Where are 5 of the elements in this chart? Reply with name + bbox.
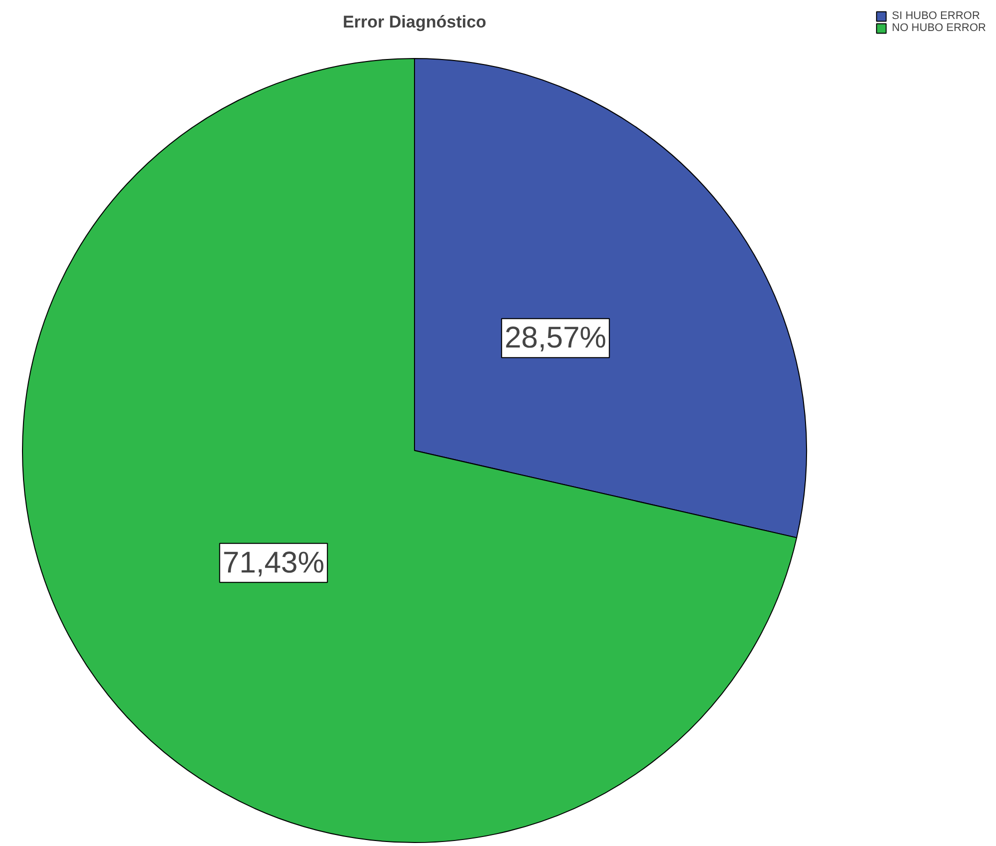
legend-label: NO HUBO ERROR	[892, 22, 986, 34]
legend-label: SI HUBO ERROR	[892, 10, 980, 22]
data-label: 28,57%	[504, 322, 606, 355]
chart-title: Error Diagnóstico	[342, 12, 486, 32]
data-label: 71,43%	[222, 546, 324, 580]
